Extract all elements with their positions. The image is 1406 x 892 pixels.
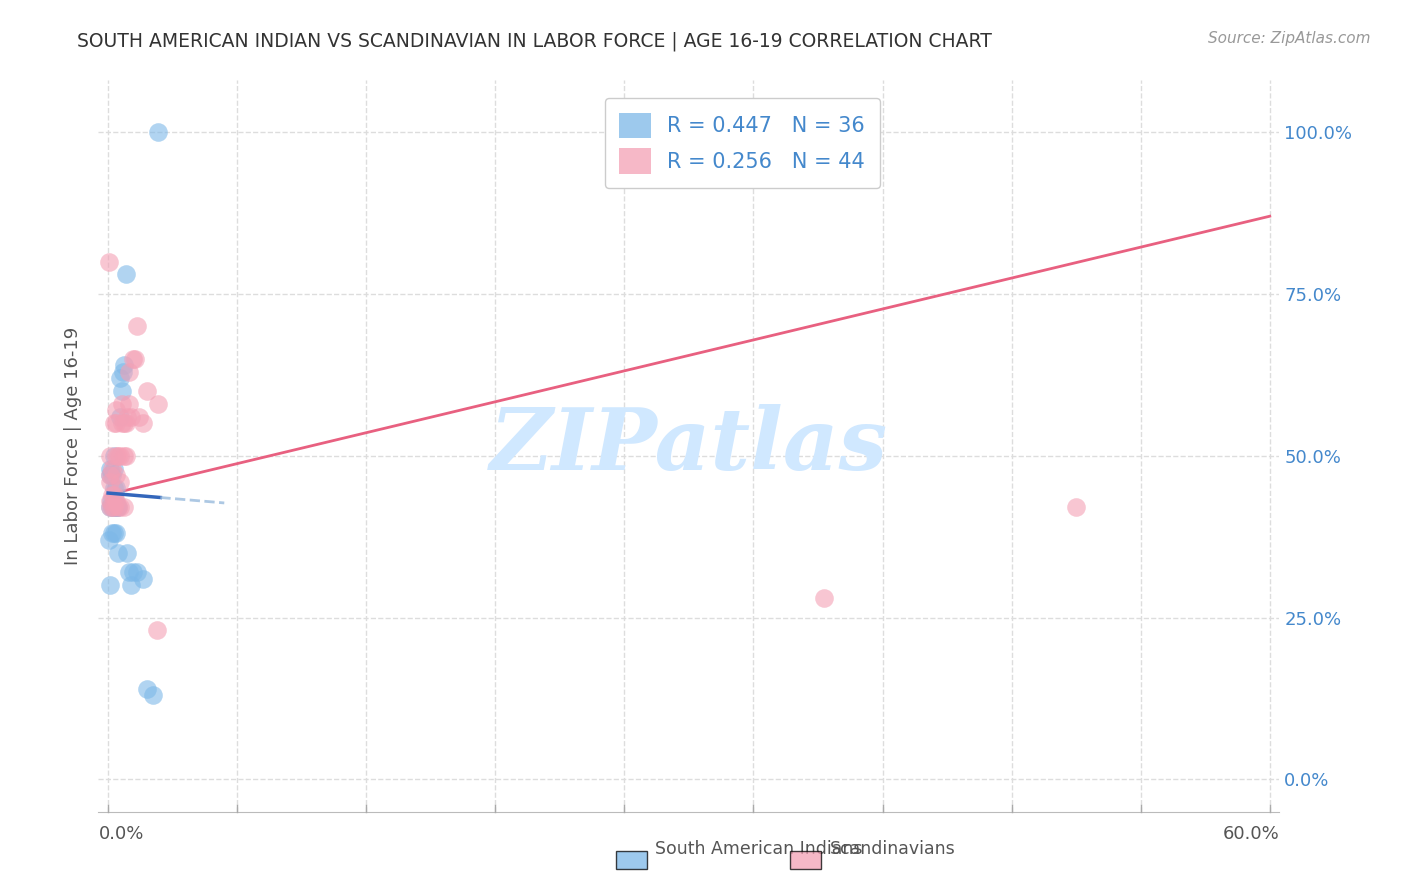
Point [103, 500, 125, 515]
Point [104, 526, 127, 541]
Point [103, 526, 125, 541]
Point [107, 500, 129, 515]
Point [112, 449, 135, 463]
Point [103, 481, 125, 495]
Point [124, 351, 146, 366]
Text: Source: ZipAtlas.com: Source: ZipAtlas.com [1208, 31, 1371, 46]
Point [108, 500, 131, 515]
Point [98, 468, 121, 483]
Point [98, 254, 121, 268]
Point [98, 494, 121, 508]
Point [127, 566, 149, 580]
Point [101, 461, 124, 475]
Point [105, 500, 128, 515]
Point [101, 500, 124, 515]
Point [107, 449, 129, 463]
Point [128, 409, 150, 424]
Point [142, 688, 165, 702]
Text: South American Indians: South American Indians [655, 840, 863, 858]
Point [114, 417, 136, 431]
Point [118, 365, 141, 379]
Point [135, 384, 157, 398]
Point [104, 468, 127, 483]
Point [813, 591, 835, 606]
Point [98, 468, 121, 483]
Point [104, 500, 127, 515]
Point [98, 500, 121, 515]
Point [104, 481, 127, 495]
Point [103, 461, 125, 475]
Text: SOUTH AMERICAN INDIAN VS SCANDINAVIAN IN LABOR FORCE | AGE 16-19 CORRELATION CHA: SOUTH AMERICAN INDIAN VS SCANDINAVIAN IN… [77, 31, 993, 51]
Text: 0.0%: 0.0% [98, 825, 143, 843]
Point [112, 358, 135, 372]
Point [101, 500, 124, 515]
Point [122, 351, 145, 366]
Point [103, 417, 125, 431]
Point [117, 409, 139, 424]
Point [135, 681, 157, 696]
Point [107, 546, 129, 560]
Point [112, 417, 135, 431]
Point [120, 578, 142, 592]
Point [98, 533, 121, 547]
Point [98, 449, 121, 463]
Point [101, 526, 124, 541]
Point [107, 500, 129, 515]
Point [108, 475, 131, 489]
Point [1064, 500, 1087, 515]
Point [120, 409, 142, 424]
Point [122, 566, 145, 580]
Point [98, 500, 121, 515]
Text: Scandinavians: Scandinavians [830, 840, 955, 858]
Point [103, 500, 125, 515]
Point [103, 449, 125, 463]
Point [127, 319, 149, 334]
Point [111, 397, 134, 411]
Text: ZIPatlas: ZIPatlas [489, 404, 889, 488]
Text: 60.0%: 60.0% [1223, 825, 1279, 843]
Y-axis label: In Labor Force | Age 16-19: In Labor Force | Age 16-19 [65, 326, 83, 566]
Point [111, 417, 134, 431]
Point [132, 572, 155, 586]
Legend: R = 0.447   N = 36, R = 0.256   N = 44: R = 0.447 N = 36, R = 0.256 N = 44 [605, 98, 880, 188]
Point [104, 403, 127, 417]
Point [108, 409, 131, 424]
Point [114, 268, 136, 282]
Point [98, 475, 121, 489]
Point [132, 417, 155, 431]
Point [98, 461, 121, 475]
Point [145, 624, 167, 638]
Point [117, 546, 139, 560]
Point [104, 449, 127, 463]
Point [118, 566, 141, 580]
Point [108, 371, 131, 385]
Point [118, 397, 141, 411]
Point [148, 125, 170, 139]
Point [108, 449, 131, 463]
Point [148, 397, 170, 411]
Point [114, 449, 136, 463]
Point [104, 494, 127, 508]
Point [104, 494, 127, 508]
Point [111, 384, 134, 398]
Point [100, 494, 122, 508]
Point [101, 487, 124, 501]
Point [101, 468, 124, 483]
Point [103, 487, 125, 501]
Point [98, 578, 121, 592]
Point [111, 365, 134, 379]
Point [104, 417, 127, 431]
Point [112, 500, 135, 515]
